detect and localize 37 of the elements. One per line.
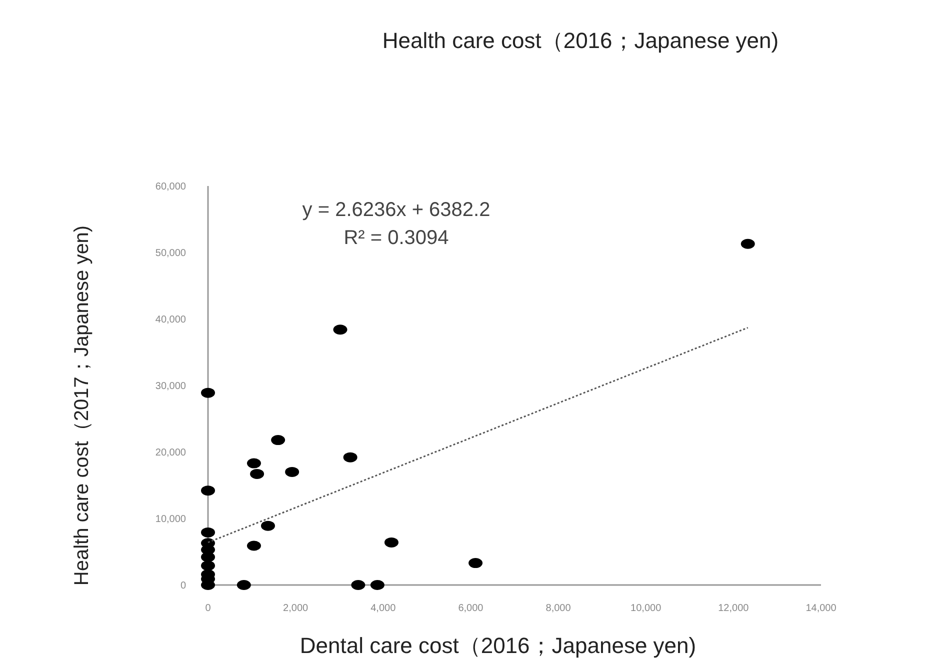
point — [260, 520, 275, 531]
y-tick-label: 20,000 — [155, 448, 186, 458]
y-axis-title: Health care cost（2017；Japanese yen) — [71, 225, 93, 586]
point — [384, 537, 398, 548]
y-tick-label: 10,000 — [155, 514, 186, 525]
y-tick-label: 50,000 — [155, 248, 186, 259]
x-axis-title: Dental care cost（2016；Japanese yen) — [300, 633, 696, 658]
point — [201, 486, 215, 496]
point — [740, 238, 755, 249]
x-tick-label: 0 — [205, 603, 212, 614]
point — [246, 540, 261, 551]
x-tick-label: 6,000 — [458, 603, 484, 614]
y-tick-label: 40,000 — [155, 314, 186, 326]
point — [333, 324, 348, 335]
x-tick-label: 4,000 — [370, 603, 396, 614]
point — [201, 560, 215, 571]
x-tick-label: 10,000 — [630, 603, 662, 614]
point — [250, 468, 264, 479]
point — [201, 552, 215, 562]
point — [343, 452, 358, 462]
annotation: R² = 0.3094 — [344, 227, 449, 249]
point — [201, 580, 215, 590]
y-tick-label: 30,000 — [155, 381, 186, 392]
point — [201, 388, 215, 398]
chart-title: Health care cost（2016；Japanese yen) — [382, 28, 779, 53]
point — [468, 558, 483, 568]
point — [271, 435, 286, 446]
x-tick-label: 2,000 — [283, 603, 309, 614]
annotation: y = 2.6236x + 6382.2 — [302, 199, 490, 221]
point — [246, 458, 261, 468]
point — [285, 466, 300, 477]
y-tick-label: 0 — [180, 580, 186, 592]
y-tick-label: 60,000 — [155, 182, 186, 192]
x-tick-label: 14,000 — [806, 603, 837, 614]
point — [201, 527, 215, 538]
x-tick-label: 8,000 — [546, 603, 572, 614]
x-tick-label: 12,000 — [718, 603, 750, 614]
